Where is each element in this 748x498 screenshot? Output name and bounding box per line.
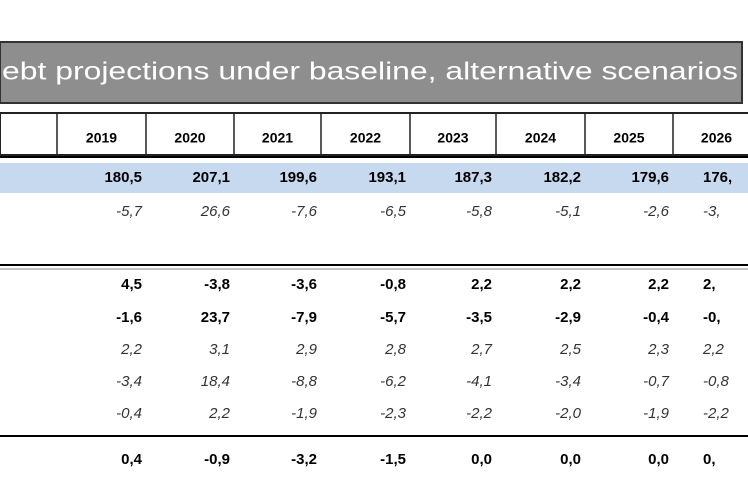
- column-header: 2023: [437, 130, 468, 146]
- cell: 3,1: [209, 341, 230, 358]
- cell: -8,8: [291, 373, 318, 390]
- cell: -2,2: [703, 405, 730, 422]
- column-header: 2019: [86, 130, 117, 146]
- title-bar: [0, 41, 743, 104]
- header-row: [0, 112, 748, 156]
- cell: -3,4: [555, 373, 581, 390]
- cell: -1,9: [291, 405, 318, 422]
- column-header: 2025: [613, 130, 644, 146]
- cell: -2,2: [466, 405, 493, 422]
- cell: -3,8: [204, 276, 230, 293]
- cell: -2,3: [380, 405, 407, 422]
- cell: 187,3: [454, 169, 492, 186]
- cell: -6,5: [380, 203, 407, 220]
- cell: 2,5: [559, 341, 582, 358]
- cell: 182,2: [543, 169, 581, 186]
- cell: -3,5: [466, 309, 492, 326]
- cell: 176,: [703, 169, 732, 186]
- cell: 2,9: [295, 341, 318, 358]
- cell: -3,: [703, 203, 721, 220]
- table-title: ebt projections under baseline, alternat…: [2, 58, 738, 86]
- cell: -5,1: [555, 203, 581, 220]
- cell: -2,9: [555, 309, 581, 326]
- cell: 0,: [703, 451, 716, 468]
- cell: -2,6: [643, 203, 670, 220]
- cell: -5,7: [380, 309, 406, 326]
- cell: 2,2: [702, 341, 725, 358]
- cell: -7,9: [291, 309, 317, 326]
- cell: -0,4: [643, 309, 670, 326]
- column-header: 2022: [350, 130, 381, 146]
- cell: -3,6: [291, 276, 317, 293]
- column-header: 2020: [174, 130, 205, 146]
- cell: -2,0: [555, 405, 582, 422]
- cell: 0,4: [121, 451, 143, 468]
- cell: 193,1: [368, 169, 406, 186]
- cell: 23,7: [201, 309, 230, 326]
- cell: -4,1: [466, 373, 492, 390]
- cell: 4,5: [121, 276, 142, 293]
- cell: 179,6: [631, 169, 669, 186]
- cell: 207,1: [192, 169, 230, 186]
- cell: 2,7: [470, 341, 493, 358]
- highlight-row: [0, 163, 748, 193]
- cell: -0,: [703, 309, 721, 326]
- cell: 199,6: [279, 169, 317, 186]
- cell: 0,0: [648, 451, 669, 468]
- cell: -0,9: [204, 451, 230, 468]
- cell: -7,6: [291, 203, 318, 220]
- cell: 2,2: [208, 405, 231, 422]
- cell: -0,7: [643, 373, 670, 390]
- cell: 2,2: [120, 341, 143, 358]
- cell: -0,8: [703, 373, 730, 390]
- cell: -6,2: [380, 373, 407, 390]
- cell: -5,7: [116, 203, 143, 220]
- cell: -0,8: [380, 276, 406, 293]
- cell: 2,2: [560, 276, 581, 293]
- cell: -3,2: [291, 451, 317, 468]
- cell: -1,5: [380, 451, 406, 468]
- cell: -3,4: [116, 373, 142, 390]
- cell: 0,0: [560, 451, 581, 468]
- cell: 18,4: [201, 373, 230, 390]
- cell: 180,5: [104, 169, 142, 186]
- cell: 2,: [703, 276, 716, 293]
- cell: -5,8: [466, 203, 493, 220]
- cell: 2,3: [647, 341, 670, 358]
- cell: -1,9: [643, 405, 670, 422]
- cell: -1,6: [116, 309, 142, 326]
- cell: -0,4: [116, 405, 142, 422]
- cell: 0,0: [471, 451, 492, 468]
- column-header: 2026: [701, 130, 732, 146]
- column-header: 2021: [262, 130, 293, 146]
- cell: 2,2: [648, 276, 669, 293]
- cell: 26,6: [200, 203, 231, 220]
- cell: 2,8: [384, 341, 407, 358]
- cell: 2,2: [471, 276, 492, 293]
- column-header: 2024: [525, 130, 556, 146]
